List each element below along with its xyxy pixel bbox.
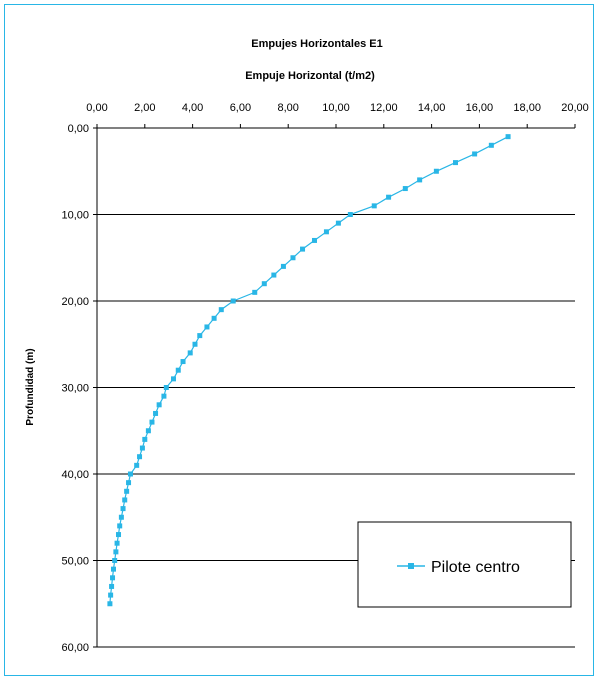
- data-point: [505, 134, 511, 140]
- data-point: [261, 281, 267, 287]
- y-tick-label: 30,00: [61, 383, 89, 395]
- data-point: [311, 237, 317, 243]
- data-point: [335, 220, 341, 226]
- data-point: [192, 341, 198, 347]
- x-tick-label: 10,00: [322, 102, 350, 114]
- chart-frame: [4, 4, 594, 676]
- y-tick-label: 20,00: [61, 296, 89, 308]
- data-point: [402, 186, 408, 192]
- data-point: [149, 419, 155, 425]
- data-point: [139, 445, 145, 451]
- legend: Pilote centro: [357, 521, 572, 608]
- x-tick-label: 4,00: [182, 102, 203, 114]
- data-point: [107, 601, 113, 607]
- y-tick-label: 50,00: [61, 556, 89, 568]
- data-point: [280, 263, 286, 269]
- data-point: [120, 506, 126, 512]
- x-tick-label: 0,00: [86, 102, 107, 114]
- data-point: [114, 540, 120, 546]
- data-point: [230, 298, 236, 304]
- data-point: [142, 436, 148, 442]
- data-point: [323, 229, 329, 235]
- legend-box: [357, 521, 572, 608]
- x-axis-label: Empuje Horizontal (t/m2): [245, 70, 375, 82]
- data-point: [197, 333, 203, 339]
- data-point: [122, 497, 128, 503]
- data-point: [110, 575, 116, 581]
- data-point: [161, 393, 167, 399]
- data-point: [218, 307, 224, 313]
- data-point: [156, 402, 162, 408]
- y-tick-label: 60,00: [61, 642, 89, 654]
- data-point: [252, 289, 258, 295]
- y-tick-label: 0,00: [68, 123, 89, 135]
- y-tick-labels: 0,00 10,00 20,00 30,00 40,00 50,00 60,00: [61, 123, 89, 654]
- data-point: [145, 428, 151, 434]
- y-axis-label: Profundidad (m): [25, 348, 36, 425]
- data-point: [187, 350, 193, 356]
- data-point: [108, 592, 114, 598]
- data-point: [163, 385, 169, 390]
- x-tick-label: 18,00: [513, 102, 541, 114]
- data-point: [137, 454, 143, 460]
- y-tick-label: 40,00: [61, 469, 89, 481]
- chart-title: Empujes Horizontales E1: [251, 38, 382, 50]
- data-point: [134, 462, 140, 468]
- data-point: [180, 359, 186, 365]
- data-point: [109, 583, 115, 589]
- x-tick-labels: 0,00 2,00 4,00 6,00 8,00 10,00 12,00 14,00 16,00…: [86, 102, 588, 114]
- data-point: [386, 194, 392, 200]
- y-tick-label: 10,00: [61, 210, 89, 222]
- x-tick-label: 6,00: [230, 102, 251, 114]
- data-point: [153, 410, 159, 416]
- data-point: [472, 151, 478, 157]
- x-tick-label: 12,00: [370, 102, 398, 114]
- data-point: [118, 514, 124, 520]
- data-point: [290, 255, 296, 261]
- data-point: [271, 272, 277, 278]
- axes: [93, 124, 576, 648]
- legend-marker-pilote-centro: [408, 563, 414, 569]
- data-point: [126, 480, 132, 486]
- data-point: [175, 367, 181, 373]
- data-point: [453, 160, 458, 166]
- data-point: [347, 212, 353, 217]
- data-point: [110, 566, 116, 572]
- series-pilote-centro: [107, 134, 511, 607]
- data-point: [417, 177, 423, 183]
- data-point: [117, 523, 123, 529]
- x-tick-label: 16,00: [466, 102, 494, 114]
- data-point: [112, 558, 118, 563]
- data-point: [116, 532, 122, 538]
- x-tick-label: 8,00: [277, 102, 298, 114]
- data-point: [170, 376, 176, 382]
- data-point: [300, 246, 306, 252]
- data-point: [124, 488, 130, 494]
- x-tick-label: 2,00: [134, 102, 155, 114]
- data-point: [113, 549, 119, 555]
- legend-label-pilote-centro: Pilote centro: [431, 559, 520, 576]
- data-point: [488, 142, 494, 148]
- data-point: [211, 315, 217, 321]
- data-point: [433, 168, 439, 174]
- x-tick-label: 20,00: [561, 102, 589, 114]
- data-point: [127, 471, 133, 477]
- x-tick-label: 14,00: [418, 102, 446, 114]
- data-point: [204, 324, 210, 330]
- data-point: [371, 203, 377, 209]
